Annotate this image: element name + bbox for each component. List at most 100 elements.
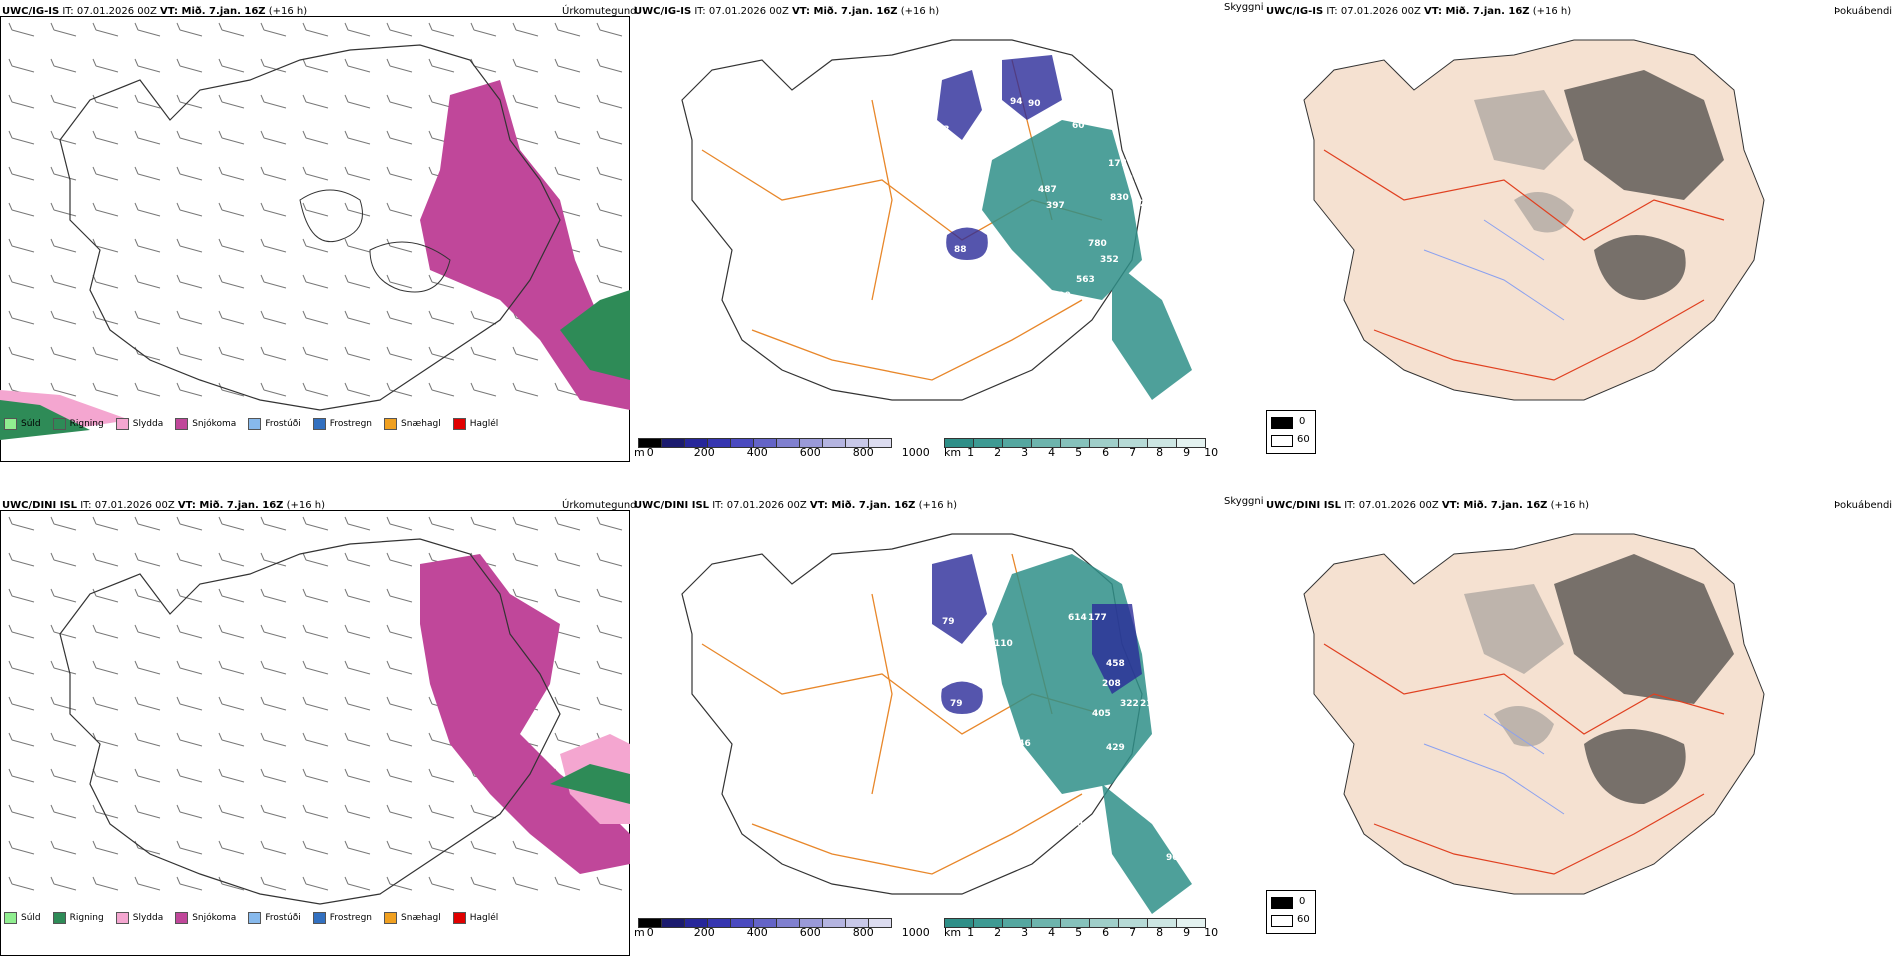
wind-barb: [554, 588, 581, 603]
wind-barb: [302, 588, 329, 603]
visibility-labels: 79 102 110 614 177 458 208 405 322 214 4…: [942, 613, 1251, 891]
wind-barb: [8, 346, 35, 361]
wind-barb: [92, 346, 119, 361]
wind-barb: [512, 382, 539, 397]
panel-title: Skyggni: [1224, 496, 1264, 507]
wind-barb: [92, 130, 119, 145]
wind-barb: [134, 516, 161, 531]
svg-text:177: 177: [1088, 613, 1107, 623]
wind-barb: [8, 696, 35, 711]
wind-barb: [8, 58, 35, 73]
legend-item: Rigning: [52, 912, 104, 924]
wind-barb: [428, 58, 455, 73]
wind-barb: [386, 382, 413, 397]
wind-barb: [176, 588, 203, 603]
iceland-outline: [59, 44, 561, 411]
visibility-ticks-km: km 1 2 3 4 5 6 7 8 9 10: [944, 926, 1219, 939]
panel-title: Þokuábendi: [1834, 500, 1893, 511]
wind-barb: [260, 22, 287, 37]
wind-barb: [596, 624, 623, 639]
wind-barb: [50, 840, 77, 855]
legend-item: Snæhagl: [384, 912, 441, 924]
wind-barb: [344, 696, 371, 711]
wind-barb: [218, 840, 245, 855]
wind-barb: [176, 552, 203, 567]
wind-barb: [218, 130, 245, 145]
wind-barb: [260, 660, 287, 675]
precip-panel-top: UWC/IG-IS IT: 07.01.2026 00Z VT: Mið. 7.…: [0, 0, 637, 462]
rivers: [1423, 713, 1565, 815]
wind-barb: [176, 516, 203, 531]
wind-barb: [50, 58, 77, 73]
wind-barb: [302, 660, 329, 675]
wind-barb: [428, 768, 455, 783]
wind-barb: [554, 58, 581, 73]
rain-area-sw: [0, 400, 90, 440]
legend-item: Súld: [4, 912, 41, 924]
legend-item: Rigning: [52, 418, 104, 430]
wind-barb: [344, 804, 371, 819]
wind-barb: [8, 588, 35, 603]
wind-barb: [260, 768, 287, 783]
visibility-ticks-m: m 0 200 400 600 800 1000: [634, 446, 930, 459]
wind-barb: [470, 840, 497, 855]
wind-barb: [92, 804, 119, 819]
svg-text:88: 88: [954, 245, 967, 255]
wind-barb: [50, 22, 77, 37]
wind-barb: [386, 94, 413, 109]
wind-barb: [302, 768, 329, 783]
rain-area: [550, 764, 630, 804]
wind-barb: [344, 552, 371, 567]
iceland-outline: [59, 538, 561, 905]
map-frame: [0, 16, 630, 462]
iceland-map: [0, 22, 630, 440]
wind-barb: [176, 768, 203, 783]
wind-barb: [386, 624, 413, 639]
wind-barb: [176, 696, 203, 711]
svg-text:614: 614: [1068, 613, 1087, 623]
svg-text:322: 322: [1120, 699, 1139, 709]
wind-barb: [218, 94, 245, 109]
wind-barb: [302, 310, 329, 325]
wind-barb: [92, 624, 119, 639]
wind-barb: [344, 660, 371, 675]
wind-barb: [176, 22, 203, 37]
wind-barb: [218, 516, 245, 531]
legend-item: Haglél: [452, 912, 498, 924]
legend-item: Súld: [4, 418, 41, 430]
wind-barb: [218, 22, 245, 37]
visibility-scale-km: [944, 918, 1206, 928]
wind-barb: [218, 166, 245, 181]
wind-barb: [176, 166, 203, 181]
legend-item: Slydda: [115, 912, 163, 924]
wind-barb: [260, 516, 287, 531]
visibility-scale-km: [944, 438, 1206, 448]
iceland-map: [1303, 39, 1765, 401]
wind-barb: [50, 516, 77, 531]
wind-barb: [428, 516, 455, 531]
wind-barb: [470, 876, 497, 891]
wind-barb: [134, 130, 161, 145]
wind-barb: [554, 876, 581, 891]
fog-legend-box: 0 60: [1266, 890, 1316, 934]
wind-barb: [596, 22, 623, 37]
wind-barb: [302, 274, 329, 289]
visibility-labels: 101 83 94 90 60 88 397 487 780 352 563 1…: [937, 97, 1167, 301]
wind-barb: [92, 22, 119, 37]
wind-barb: [8, 732, 35, 747]
svg-text:79: 79: [942, 617, 955, 627]
legend-item: Snjókoma: [175, 418, 236, 430]
visibility-scale-m: [638, 438, 892, 448]
wind-barb: [218, 768, 245, 783]
wind-barb: [512, 552, 539, 567]
wind-barb: [344, 166, 371, 181]
wind-barb: [8, 22, 35, 37]
wind-barb: [50, 768, 77, 783]
wind-barb: [302, 58, 329, 73]
wind-barb: [302, 346, 329, 361]
wind-barb: [386, 310, 413, 325]
wind-barb: [92, 310, 119, 325]
wind-barb: [218, 202, 245, 217]
wind-barb: [176, 840, 203, 855]
wind-barb: [428, 346, 455, 361]
